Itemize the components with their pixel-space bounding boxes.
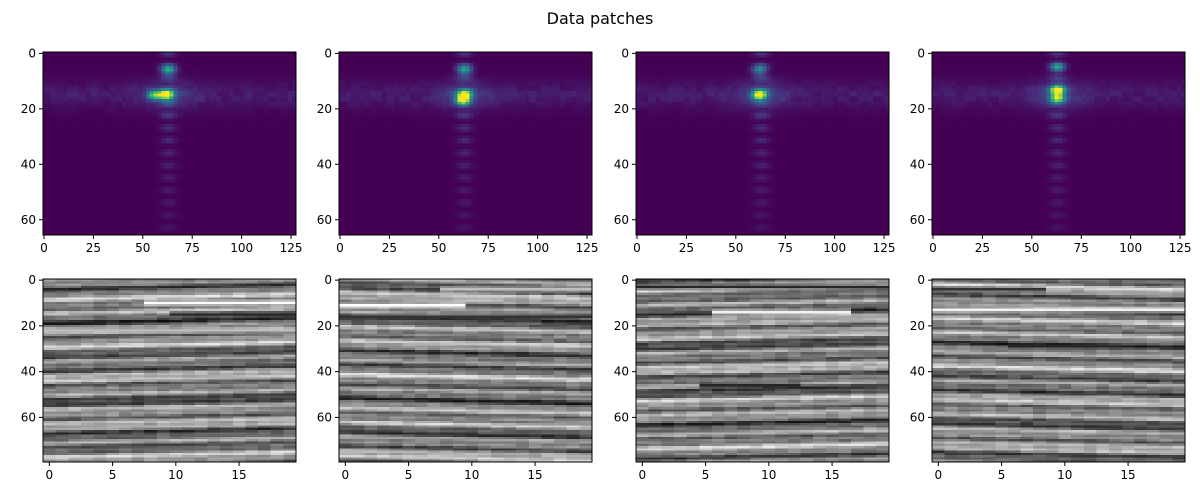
x-tick-label: 50 <box>135 241 150 255</box>
x-tick-label: 15 <box>824 468 839 482</box>
x-tick-label: 125 <box>1169 241 1192 255</box>
y-tick-label: 40 <box>910 157 925 171</box>
x-tick-label: 75 <box>481 241 496 255</box>
y-tick-label: 20 <box>317 102 332 116</box>
x-tick-label: 10 <box>168 468 183 482</box>
y-tick-label: 40 <box>614 157 629 171</box>
y-tick-label: 0 <box>324 46 332 60</box>
x-tick-label: 75 <box>185 241 200 255</box>
y-tick-label: 0 <box>28 46 36 60</box>
y-tick-label: 20 <box>21 102 36 116</box>
y-tick-label: 20 <box>910 319 925 333</box>
y-tick-label: 20 <box>317 319 332 333</box>
x-tick-label: 25 <box>975 241 990 255</box>
y-tick-label: 60 <box>21 410 36 424</box>
x-tick-label: 75 <box>1074 241 1089 255</box>
x-tick-label: 5 <box>109 468 117 482</box>
x-tick-label: 0 <box>929 241 937 255</box>
heatmap-image <box>339 279 593 463</box>
y-tick-label: 0 <box>917 273 925 287</box>
subplot-7: 0 5 10 15 0 20 40 60 <box>614 273 890 482</box>
subplot-2: 0 25 50 75 100 125 0 20 40 60 <box>317 46 599 255</box>
x-tick-label: 25 <box>382 241 397 255</box>
x-tick-label: 15 <box>527 468 542 482</box>
x-tick-label: 0 <box>639 468 647 482</box>
x-tick-label: 0 <box>336 241 344 255</box>
x-tick-label: 50 <box>1024 241 1039 255</box>
x-tick-label: 25 <box>86 241 101 255</box>
x-tick-label: 10 <box>464 468 479 482</box>
x-tick-label: 25 <box>679 241 694 255</box>
subplot-6: 0 5 10 15 0 20 40 60 <box>317 273 593 482</box>
x-tick-label: 100 <box>526 241 549 255</box>
x-tick-label: 0 <box>46 468 54 482</box>
x-tick-label: 0 <box>935 468 943 482</box>
x-tick-label: 100 <box>1119 241 1142 255</box>
y-tick-label: 40 <box>317 157 332 171</box>
y-tick-label: 0 <box>917 46 925 60</box>
subplot-1: 0 25 50 75 100 125 0 20 40 60 <box>21 46 303 255</box>
y-tick-label: 60 <box>910 410 925 424</box>
subplot-8: 0 5 10 15 0 20 40 60 <box>910 273 1186 482</box>
y-tick-label: 40 <box>21 157 36 171</box>
x-tick-label: 100 <box>230 241 253 255</box>
y-tick-label: 60 <box>317 213 332 227</box>
heatmap-image <box>43 279 297 463</box>
x-tick-label: 15 <box>231 468 246 482</box>
subplot-3: 0 25 50 75 100 125 0 20 40 60 <box>614 46 896 255</box>
y-tick-label: 40 <box>21 365 36 379</box>
y-tick-label: 40 <box>910 365 925 379</box>
heatmap-image <box>932 52 1186 236</box>
y-tick-label: 0 <box>621 273 629 287</box>
x-tick-label: 75 <box>778 241 793 255</box>
y-tick-label: 0 <box>28 273 36 287</box>
subplot-5: 0 5 10 15 0 20 40 60 <box>21 273 297 482</box>
x-tick-label: 10 <box>761 468 776 482</box>
heatmap-image <box>339 52 593 236</box>
x-tick-label: 5 <box>702 468 710 482</box>
x-tick-label: 50 <box>728 241 743 255</box>
x-tick-label: 0 <box>342 468 350 482</box>
x-tick-label: 125 <box>873 241 896 255</box>
y-tick-label: 40 <box>614 365 629 379</box>
subplot-4: 0 25 50 75 100 125 0 20 40 60 <box>910 46 1192 255</box>
heatmap-image <box>932 279 1186 463</box>
y-tick-label: 20 <box>614 319 629 333</box>
figure-title: Data patches <box>547 9 654 28</box>
y-tick-label: 40 <box>317 365 332 379</box>
y-tick-label: 20 <box>614 102 629 116</box>
x-tick-label: 100 <box>823 241 846 255</box>
x-tick-label: 5 <box>998 468 1006 482</box>
y-tick-label: 0 <box>324 273 332 287</box>
y-tick-label: 60 <box>910 213 925 227</box>
x-tick-label: 50 <box>431 241 446 255</box>
x-tick-label: 125 <box>576 241 599 255</box>
x-tick-label: 5 <box>405 468 413 482</box>
y-tick-label: 60 <box>21 213 36 227</box>
y-tick-label: 20 <box>21 319 36 333</box>
heatmap-image <box>636 279 890 463</box>
heatmap-image <box>43 52 297 236</box>
x-tick-label: 125 <box>280 241 303 255</box>
x-tick-label: 0 <box>633 241 641 255</box>
x-tick-label: 10 <box>1057 468 1072 482</box>
heatmap-image <box>636 52 890 236</box>
y-tick-label: 60 <box>614 213 629 227</box>
x-tick-label: 15 <box>1120 468 1135 482</box>
y-tick-label: 60 <box>614 410 629 424</box>
y-tick-label: 0 <box>621 46 629 60</box>
y-tick-label: 60 <box>317 410 332 424</box>
y-tick-label: 20 <box>910 102 925 116</box>
x-tick-label: 0 <box>40 241 48 255</box>
